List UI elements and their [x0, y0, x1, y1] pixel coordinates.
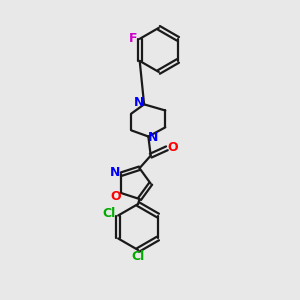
Text: N: N — [110, 166, 121, 179]
Text: N: N — [134, 95, 144, 109]
Text: O: O — [167, 141, 178, 154]
Text: Cl: Cl — [103, 207, 116, 220]
Text: N: N — [148, 130, 158, 144]
Text: Cl: Cl — [131, 250, 145, 263]
Text: F: F — [129, 32, 137, 45]
Text: O: O — [110, 190, 121, 202]
